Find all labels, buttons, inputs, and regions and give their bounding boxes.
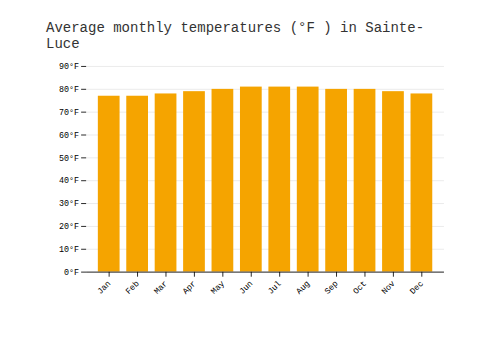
svg-text:20°F: 20°F <box>59 222 79 232</box>
svg-text:Apr: Apr <box>181 279 199 297</box>
svg-text:Jan: Jan <box>95 279 113 297</box>
svg-text:90°F: 90°F <box>59 62 79 72</box>
svg-text:70°F: 70°F <box>59 108 79 118</box>
svg-text:40°F: 40°F <box>59 176 79 186</box>
svg-text:Dec: Dec <box>408 279 426 297</box>
svg-text:0°F: 0°F <box>64 268 79 278</box>
svg-text:Jul: Jul <box>266 279 284 297</box>
svg-text:80°F: 80°F <box>59 85 79 95</box>
svg-text:Mar: Mar <box>152 279 170 297</box>
svg-text:Jun: Jun <box>238 279 256 297</box>
svg-text:30°F: 30°F <box>59 199 79 209</box>
svg-text:Feb: Feb <box>124 279 142 297</box>
svg-text:Oct: Oct <box>351 279 369 297</box>
svg-text:May: May <box>209 279 227 297</box>
svg-text:10°F: 10°F <box>59 245 79 255</box>
svg-text:Nov: Nov <box>380 279 398 297</box>
html-text:Average monthly temperatures (: Average monthly temperatures (°F ) in Sa… <box>46 20 425 52</box>
svg-text:Sep: Sep <box>323 279 341 297</box>
svg-text:50°F: 50°F <box>59 154 79 164</box>
svg-text:60°F: 60°F <box>59 131 79 141</box>
svg-text:Aug: Aug <box>294 279 312 297</box>
